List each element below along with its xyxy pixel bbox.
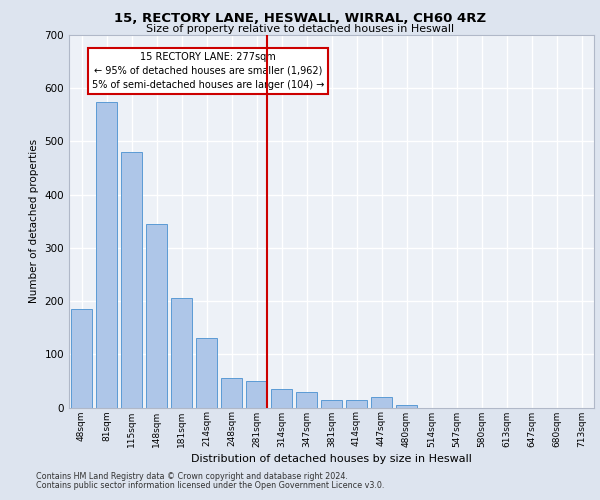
Bar xyxy=(246,381,267,407)
Bar xyxy=(171,298,192,408)
Bar xyxy=(271,389,292,407)
Bar xyxy=(371,397,392,407)
Text: Size of property relative to detached houses in Heswall: Size of property relative to detached ho… xyxy=(146,24,454,34)
Bar xyxy=(396,405,417,407)
Bar xyxy=(71,309,92,408)
Bar xyxy=(296,392,317,407)
X-axis label: Distribution of detached houses by size in Heswall: Distribution of detached houses by size … xyxy=(191,454,472,464)
Text: Contains public sector information licensed under the Open Government Licence v3: Contains public sector information licen… xyxy=(36,481,385,490)
Text: Contains HM Land Registry data © Crown copyright and database right 2024.: Contains HM Land Registry data © Crown c… xyxy=(36,472,348,481)
Text: 15 RECTORY LANE: 277sqm
← 95% of detached houses are smaller (1,962)
5% of semi-: 15 RECTORY LANE: 277sqm ← 95% of detache… xyxy=(92,52,325,90)
Bar xyxy=(346,400,367,407)
Bar xyxy=(196,338,217,407)
Bar xyxy=(146,224,167,408)
Y-axis label: Number of detached properties: Number of detached properties xyxy=(29,139,39,304)
Bar xyxy=(121,152,142,407)
Bar xyxy=(221,378,242,408)
Bar xyxy=(321,400,342,407)
Bar xyxy=(96,102,117,407)
Text: 15, RECTORY LANE, HESWALL, WIRRAL, CH60 4RZ: 15, RECTORY LANE, HESWALL, WIRRAL, CH60 … xyxy=(114,12,486,26)
